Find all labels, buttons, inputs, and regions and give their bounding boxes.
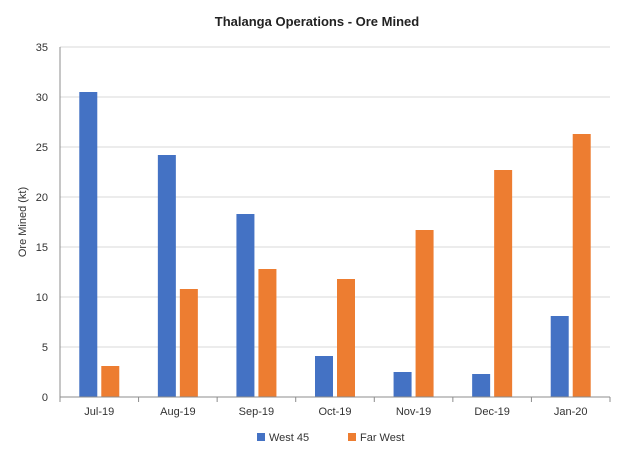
- y-tick-label: 25: [36, 142, 48, 154]
- y-tick-label: 35: [36, 42, 48, 54]
- y-tick-label: 15: [36, 242, 48, 254]
- legend-label: Far West: [360, 432, 404, 444]
- y-tick-label: 5: [42, 342, 48, 354]
- bar-far-west: [337, 279, 355, 397]
- x-tick-label: Sep-19: [239, 406, 274, 418]
- y-tick-label: 10: [36, 292, 48, 304]
- y-tick-label: 30: [36, 92, 48, 104]
- axes: [59, 47, 611, 402]
- x-tick-label: Nov-19: [396, 406, 431, 418]
- x-tick-labels: Jul-19 Aug-19 Sep-19 Oct-19 Nov-19 Dec-19 Jan-…: [84, 406, 587, 418]
- bars: [79, 92, 591, 397]
- x-tick-label: Jul-19: [84, 406, 114, 418]
- chart-title: Thalanga Operations - Ore Mined: [215, 14, 419, 29]
- bar-west-45: [393, 372, 412, 397]
- bar-far-west: [258, 269, 277, 397]
- gridlines: [60, 46, 610, 348]
- x-tick-label: Aug-19: [160, 406, 195, 418]
- bar-west-45: [157, 155, 176, 397]
- x-tick-label: Jan-20: [554, 406, 588, 418]
- bar-far-west: [415, 230, 434, 397]
- bar-far-west: [494, 170, 513, 397]
- bar-far-west: [572, 134, 591, 397]
- y-tick-label: 0: [42, 392, 48, 404]
- legend-swatch: [348, 433, 356, 441]
- bar-west-45: [315, 356, 333, 397]
- y-axis-label: Ore Mined (kt): [17, 187, 29, 257]
- bar-west-45: [472, 374, 491, 397]
- bar-west-45: [79, 92, 98, 397]
- bar-far-west: [101, 366, 120, 397]
- bar-west-45: [550, 316, 569, 397]
- bar-far-west: [179, 289, 198, 397]
- legend: West 45 Far West: [257, 432, 404, 444]
- y-tick-label: 20: [36, 192, 48, 204]
- bar-west-45: [236, 214, 255, 397]
- x-tick-label: Oct-19: [318, 406, 351, 418]
- y-tick-labels: 0 5 10 15 20 25 30 35: [36, 42, 48, 404]
- legend-swatch: [257, 433, 265, 441]
- legend-label: West 45: [269, 432, 309, 444]
- x-tick-label: Dec-19: [474, 406, 509, 418]
